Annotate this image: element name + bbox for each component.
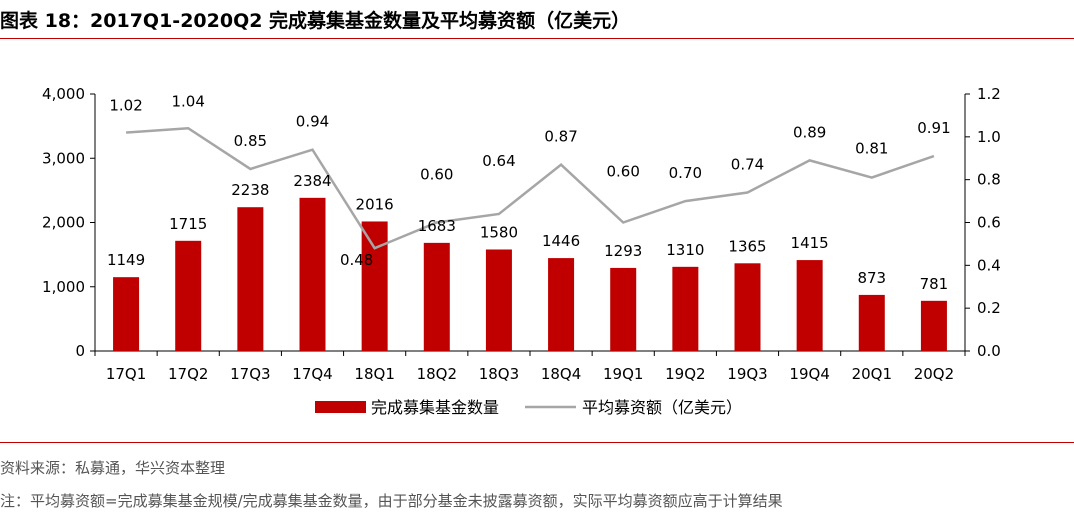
bar — [423, 242, 450, 351]
footer-divider — [0, 442, 1074, 443]
bar-data-label: 1446 — [542, 232, 580, 250]
x-tick-label: 17Q3 — [230, 365, 270, 383]
x-tick-label: 20Q1 — [852, 365, 892, 383]
line-data-label: 0.94 — [296, 113, 329, 131]
bar — [237, 207, 264, 351]
line-data-label: 0.70 — [669, 164, 702, 182]
line-data-label: 0.60 — [420, 166, 453, 184]
bar-data-label: 781 — [920, 275, 949, 293]
left-tick-label: 1,000 — [42, 278, 85, 296]
line-data-label: 0.60 — [607, 163, 640, 181]
right-tick-label: 0.0 — [977, 342, 1001, 360]
line-data-label: 1.04 — [172, 92, 205, 110]
bar-data-label: 2238 — [231, 181, 269, 199]
line-data-label: 1.02 — [109, 97, 142, 115]
remark-note: 注：平均募资额=完成募集基金规模/完成募集基金数量，由于部分基金未披露募资额，实… — [0, 492, 783, 510]
x-tick-label: 18Q1 — [354, 365, 394, 383]
legend-bar-swatch — [315, 401, 366, 413]
x-tick-label: 20Q2 — [914, 365, 954, 383]
line-data-label: 0.48 — [340, 251, 373, 269]
x-tick-label: 18Q4 — [541, 365, 581, 383]
bar — [175, 240, 202, 351]
line-data-label: 0.74 — [731, 156, 764, 174]
line-data-label: 0.64 — [482, 152, 515, 170]
line-data-label: 0.89 — [793, 123, 826, 141]
bar-data-label: 1365 — [728, 237, 766, 255]
bar-data-label: 1715 — [169, 215, 207, 233]
combo-chart: 0 1,000 2,000 3,000 4,000 0.0 0.2 0.4 0.6 0.8 1.0 1… — [42, 85, 1001, 417]
x-tick-label: 17Q1 — [106, 365, 146, 383]
bar-data-label: 1415 — [791, 234, 829, 252]
right-tick-label: 0.2 — [977, 299, 1001, 317]
x-tick-label: 17Q2 — [168, 365, 208, 383]
x-tick-label: 18Q3 — [479, 365, 519, 383]
x-tick-label: 19Q4 — [789, 365, 829, 383]
average-line — [125, 126, 935, 250]
legend-line-label: 平均募资额（亿美元） — [582, 398, 742, 417]
bar-data-label: 2016 — [356, 195, 394, 213]
bar-data-label: 1580 — [480, 223, 518, 241]
right-tick-label: 0.6 — [977, 214, 1001, 232]
bar — [858, 294, 885, 351]
x-tick-label: 19Q1 — [603, 365, 643, 383]
bar-data-label: 2384 — [293, 172, 331, 190]
source-note: 资料来源：私募通，华兴资本整理 — [0, 459, 226, 477]
bar — [299, 197, 326, 351]
bar — [672, 266, 699, 351]
right-tick-label: 0.8 — [977, 171, 1001, 189]
bar-data-label: 1149 — [107, 251, 145, 269]
bar — [920, 300, 947, 351]
title-divider — [0, 38, 1074, 39]
legend-bar-label: 完成募集基金数量 — [371, 398, 499, 417]
line-data-label: 0.87 — [544, 128, 577, 146]
bar-data-label: 1293 — [604, 242, 642, 260]
x-tick-label: 17Q4 — [292, 365, 332, 383]
line-data-label: 0.91 — [917, 119, 950, 137]
right-tick-label: 1.0 — [977, 128, 1001, 146]
x-tick-label: 19Q2 — [665, 365, 705, 383]
right-tick-label: 0.4 — [977, 256, 1001, 274]
line-data-label: 0.85 — [234, 132, 267, 150]
bar-data-label: 1310 — [666, 241, 704, 259]
bar — [548, 258, 575, 351]
chart-title: 图表 18：2017Q1-2020Q2 完成募集基金数量及平均募资额（亿美元） — [0, 10, 631, 32]
x-tick-label: 19Q3 — [727, 365, 767, 383]
bar-data-label: 873 — [857, 269, 886, 287]
bar — [485, 249, 512, 351]
right-tick-label: 1.2 — [977, 85, 1001, 103]
bar — [734, 263, 761, 351]
bar — [361, 221, 388, 351]
left-tick-label: 4,000 — [42, 85, 85, 103]
x-tick-label: 18Q2 — [417, 365, 457, 383]
bar-data-label: 1683 — [418, 217, 456, 235]
left-tick-label: 0 — [75, 342, 85, 360]
left-tick-label: 2,000 — [42, 214, 85, 232]
bar — [113, 277, 140, 351]
left-tick-label: 3,000 — [42, 149, 85, 167]
bar — [796, 260, 823, 351]
bar — [610, 267, 637, 351]
line-data-label: 0.81 — [855, 140, 888, 158]
